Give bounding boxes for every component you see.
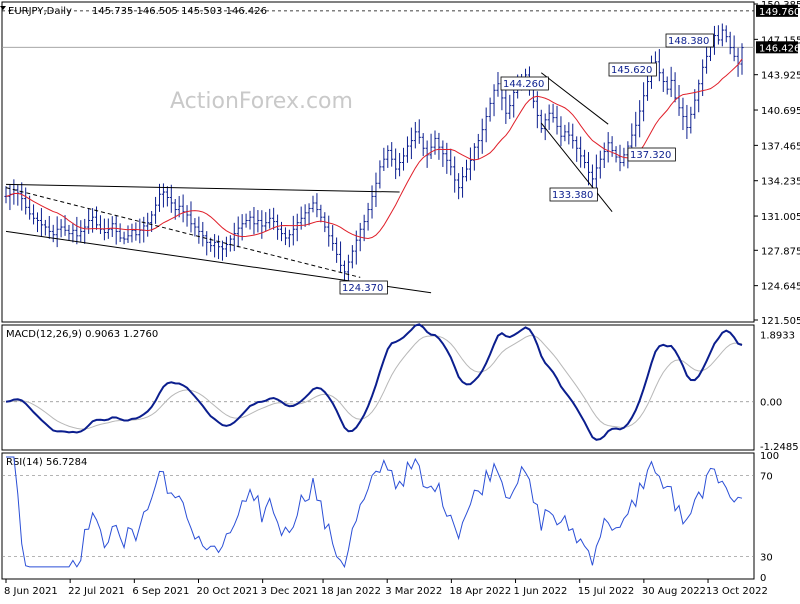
rsi-axis-label: 0 [760, 573, 766, 584]
price-ohlc-readout: 145.735 146.505 145.503 146.426 [92, 6, 267, 17]
annotation-label: 124.370 [342, 283, 383, 294]
last-price-label: 146.426 [759, 43, 800, 54]
x-axis-label: 18 Jan 2022 [321, 586, 381, 597]
channel-dashed-trendline [5, 187, 361, 278]
moving-average-line [5, 58, 743, 239]
annotation-label: 144.260 [503, 79, 544, 90]
annotation-box [627, 147, 676, 162]
x-axis-label: 3 Dec 2021 [261, 586, 319, 597]
price-axis-label: 140.695 [761, 106, 800, 117]
price-axis-label: 121.505 [761, 316, 800, 327]
x-axis-label: 15 Jul 2022 [578, 586, 635, 597]
price-title: EURJPY,Daily [8, 6, 72, 17]
macd-axis-label: 0.00 [760, 398, 782, 409]
annotation-box [549, 187, 598, 202]
price-axis-label: 127.875 [761, 246, 800, 257]
macd-signal-line [5, 335, 743, 430]
macd-axis-label: -1.2485 [760, 442, 799, 453]
channel-upper-trendline [5, 183, 400, 193]
annotation-box [339, 280, 388, 295]
x-axis-label: 1 Jun 2022 [514, 586, 568, 597]
x-axis-label: 13 Oct 2022 [706, 586, 768, 597]
x-axis-label: 20 Oct 2021 [196, 586, 258, 597]
x-axis-label: 22 Jul 2021 [68, 586, 125, 597]
macd-panel-frame [1, 324, 755, 451]
annotation-box [608, 62, 657, 77]
price-axis-label: 143.925 [761, 71, 800, 82]
rsi-line [6, 456, 743, 569]
macd-layer [2, 323, 754, 441]
price-axis-label: 124.645 [761, 282, 800, 293]
rsi-title: RSI(14) 56.7284 [6, 457, 87, 468]
x-axis-label: 18 Apr 2022 [449, 586, 511, 597]
price-axis-label: 147.155 [761, 35, 800, 46]
chevron-down-icon [0, 6, 6, 10]
axis-layer: 150.385147.155143.925140.695137.465134.2… [4, 0, 800, 597]
macd-line [5, 323, 743, 441]
annotation-label: 148.380 [668, 36, 709, 47]
rsi-axis-label: 100 [760, 451, 779, 462]
price-axis-label: 131.005 [761, 212, 800, 223]
price-axis-label: 134.235 [761, 177, 800, 188]
annotation-box [500, 76, 549, 91]
rsi-layer [2, 456, 754, 569]
last-price-box [756, 41, 798, 54]
annotation-label: 133.380 [552, 190, 593, 201]
x-axis-label: 30 Aug 2022 [642, 586, 706, 597]
annotation-box [665, 33, 714, 48]
macd-axis-label: 1.8933 [760, 330, 795, 341]
rsi-axis-label: 70 [760, 471, 773, 482]
rsi-panel-frame [1, 452, 755, 580]
rsi-axis-label: 30 [760, 553, 773, 564]
resistance-price-label: 149.760 [759, 7, 800, 18]
price-panel-frame [1, 1, 755, 323]
price-layer: 124.370 144.260 133.380 145.620 137.320 148.3… [2, 10, 754, 295]
x-axis-label: 6 Sep 2021 [132, 586, 189, 597]
annotation-label: 137.320 [630, 150, 671, 161]
x-axis-label: 3 Mar 2022 [385, 586, 442, 597]
wedge-upper-trendline [540, 72, 609, 125]
resistance-price-box [756, 4, 798, 17]
x-axis-label: 8 Jun 2021 [4, 586, 58, 597]
annotation-label: 145.620 [611, 65, 652, 76]
watermark: ActionForex.com [170, 89, 353, 114]
wedge-lower-trendline [540, 122, 613, 213]
macd-title: MACD(12,26,9) 0.9063 1.2760 [6, 329, 158, 340]
price-axis-label: 137.465 [761, 141, 800, 152]
